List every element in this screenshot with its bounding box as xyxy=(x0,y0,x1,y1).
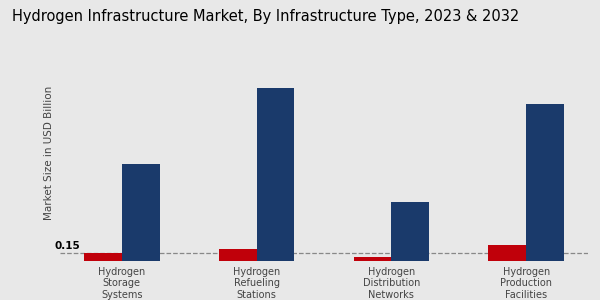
Bar xyxy=(526,104,564,261)
Bar xyxy=(219,249,257,261)
Bar xyxy=(353,257,391,261)
Text: 0.15: 0.15 xyxy=(55,241,80,251)
Y-axis label: Market Size in USD Billion: Market Size in USD Billion xyxy=(44,86,55,220)
Text: Hydrogen Infrastructure Market, By Infrastructure Type, 2023 & 2032: Hydrogen Infrastructure Market, By Infra… xyxy=(12,9,519,24)
Bar xyxy=(488,245,526,261)
Bar xyxy=(122,164,160,261)
Bar xyxy=(257,88,295,261)
Bar xyxy=(391,202,429,261)
Bar xyxy=(84,253,122,261)
